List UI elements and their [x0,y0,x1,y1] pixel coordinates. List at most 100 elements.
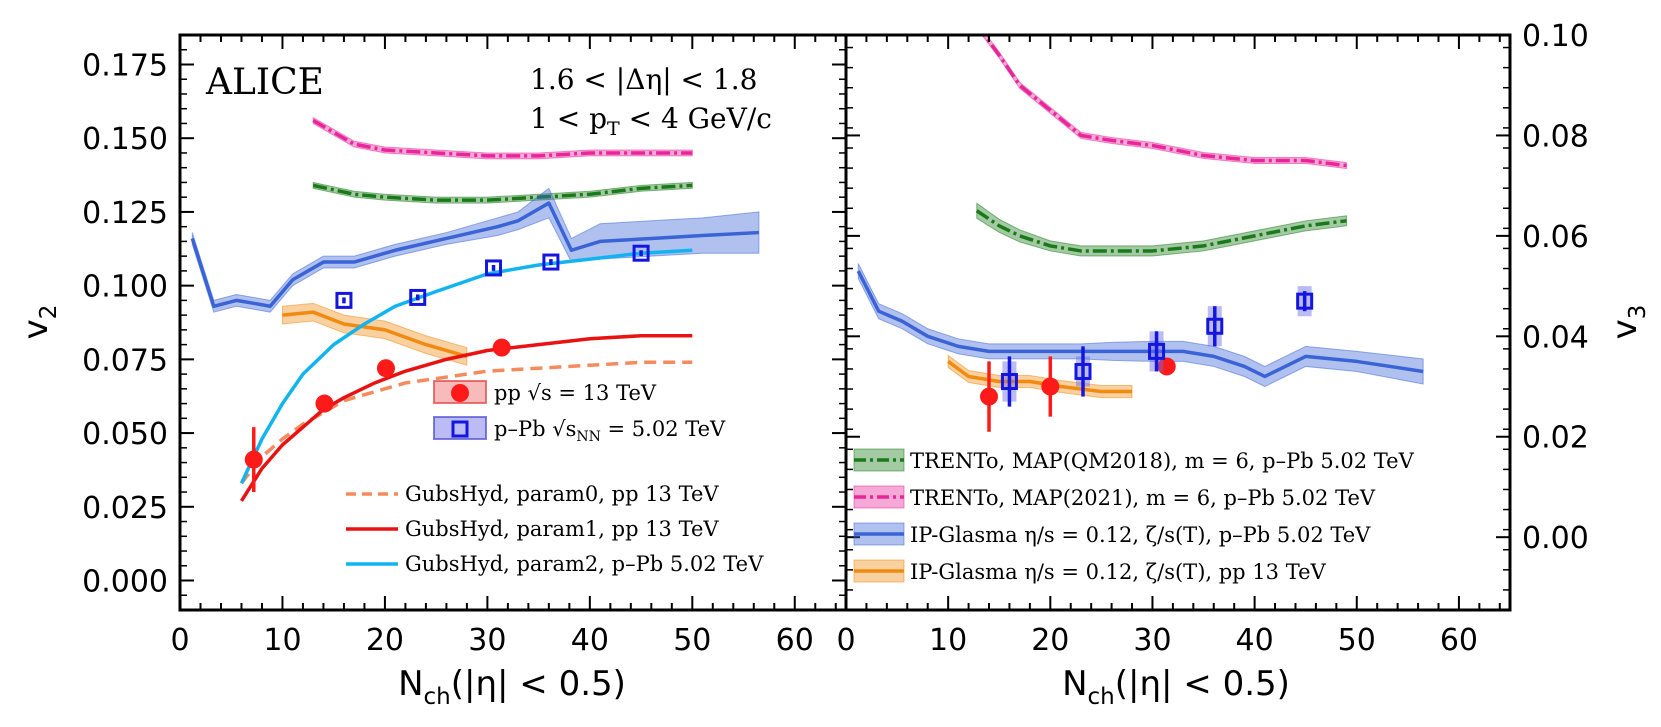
y-tick-label: 0.100 [82,270,168,305]
x-tick-label: 30 [468,623,506,658]
legend-label: pp √s = 13 TeV [494,381,657,405]
data-point [1074,346,1092,397]
model-band [857,263,1424,388]
right-points [980,286,1314,432]
model-gubshyd-param1-pp-13-tev [239,334,693,502]
model-trento-map-2021-p-pb-5-02-tev [981,35,1348,170]
legend-label: TRENTo, MAP(2021), m = 6, p–Pb 5.02 TeV [910,486,1376,510]
legend-entry-ippp: IP-Glasma η/s = 0.12, ζ/s(T), pp 13 TeV [853,559,1326,584]
model-line [947,360,1133,394]
model-line [975,209,1347,253]
series-p-pb-s-nn-5-02-tev [335,244,650,309]
legend-entry-gh1: GubsHyd, param1, pp 13 TeV [346,517,719,541]
y-tick-label: 0.050 [82,417,168,452]
model-band [191,187,760,313]
y-tick-label: 0.00 [1522,521,1589,556]
model-band [312,116,693,160]
left-x-axis-label: Nch​(|η| < 0.5) [398,664,626,710]
marker [1000,373,1018,391]
left-models [190,116,760,502]
model-line [856,270,1424,379]
data-point [980,361,999,432]
model-line [190,201,759,309]
series-p-pb-s-nn-5-02-tev [1000,286,1314,407]
y-tick-label: 0.10 [1522,19,1589,54]
right-plot-frame [844,33,1512,612]
model-line [239,248,693,484]
x-tick-label: 0 [836,623,855,658]
y-tick-label: 0.150 [82,122,168,157]
model-trento-map-2021-p-pb-5-02-tev [312,116,693,160]
x-tick-label: 10 [929,623,967,658]
model-ip-glasma-p-pb-5-02-tev [856,263,1424,388]
data-point [485,259,503,277]
legend-entry-pp: pp √s = 13 TeV [433,380,657,405]
model-band [981,35,1348,170]
data-point [1206,306,1224,347]
x-tick-label: 20 [366,623,404,658]
y-tick-label: 0.075 [82,343,168,378]
marker [244,450,263,469]
data-point [1000,356,1018,407]
legend-marker [451,384,469,402]
marker [1206,317,1224,335]
legend-entry-gh2: GubsHyd, param2, p–Pb 5.02 TeV [346,552,764,576]
data-point [1157,357,1176,376]
legend-entry-gh0: GubsHyd, param0, pp 13 TeV [346,482,719,506]
left-y-axis-label: v2​ [16,305,62,340]
model-line [982,35,1347,168]
data-point [1041,356,1060,417]
data-point [542,253,560,271]
x-tick-label: 60 [776,623,814,658]
y-tick-label: 0.04 [1522,320,1589,355]
model-ip-glasma-pp-13-tev [947,354,1133,399]
model-line [240,360,693,485]
left-legend-models: GubsHyd, param0, pp 13 TeV GubsHyd, param… [346,482,764,576]
marker [542,253,560,271]
eta-cut-label: 1.6 < |Δη| < 1.8 [530,63,757,96]
pt-cut-label: 1 < pT​ < 4 GeV/c [530,102,772,140]
x-tick-label: 50 [673,623,711,658]
model-ip-glasma-p-pb-5-02-tev [190,187,760,313]
right-y-axis-label: v3​ [1605,305,1651,340]
right-legend-models: TRENTo, MAP(QM2018), m = 6, p–Pb 5.02 Te… [853,448,1415,584]
legend-entry-ipppb: IP-Glasma η/s = 0.12, ζ/s(T), p–Pb 5.02 … [853,522,1371,547]
y-tick-label: 0.06 [1522,220,1589,255]
marker [1041,377,1060,396]
model-line [282,310,468,359]
marker [492,338,511,357]
x-tick-label: 50 [1338,623,1376,658]
data-point [492,338,511,357]
left-legend-markers: pp √s = 13 TeV p–Pb √sNN​ = 5.02 TeV [433,380,726,445]
marker [376,359,395,378]
left-panel: 0 10 20 30 40 50 60 0.000 0.025 0.050 0.075 0.100 0.… [16,33,848,710]
model-line [312,183,693,202]
marker [1148,342,1166,360]
legend-label: TRENTo, MAP(QM2018), m = 6, p–Pb 5.02 Te… [910,449,1415,473]
data-point [1296,286,1314,317]
model-trento-map-qm2018-p-pb-5-02-tev [312,181,693,204]
right-panel: 0 10 20 30 40 50 60 0.00 0.02 0.04 0.06 0.08 0.10 TR… [836,19,1651,710]
x-tick-label: 30 [1133,623,1171,658]
model-band [976,202,1348,257]
legend-entry-tr21: TRENTo, MAP(2021), m = 6, p–Pb 5.02 TeV [853,485,1376,510]
series-pp-s-13-tev [980,356,1176,432]
marker [315,394,334,413]
y-tick-label: 0.000 [82,565,168,600]
data-point [315,394,334,413]
model-gubshyd-param0-pp-13-tev [240,360,693,485]
legend-entry-ppb: p–Pb √sNN​ = 5.02 TeV [433,416,726,445]
model-line [312,118,693,158]
data-point [244,427,263,493]
legend-entry-trqm: TRENTo, MAP(QM2018), m = 6, p–Pb 5.02 Te… [853,448,1415,473]
data-point [1148,331,1166,372]
y-tick-label: 0.02 [1522,421,1589,456]
x-tick-label: 60 [1440,623,1478,658]
data-point [409,288,427,306]
legend-label: GubsHyd, param0, pp 13 TeV [405,482,719,506]
legend-label: GubsHyd, param1, pp 13 TeV [405,517,719,541]
model-trento-map-qm2018-p-pb-5-02-tev [975,202,1348,257]
x-tick-label: 40 [1236,623,1274,658]
marker [632,244,650,262]
